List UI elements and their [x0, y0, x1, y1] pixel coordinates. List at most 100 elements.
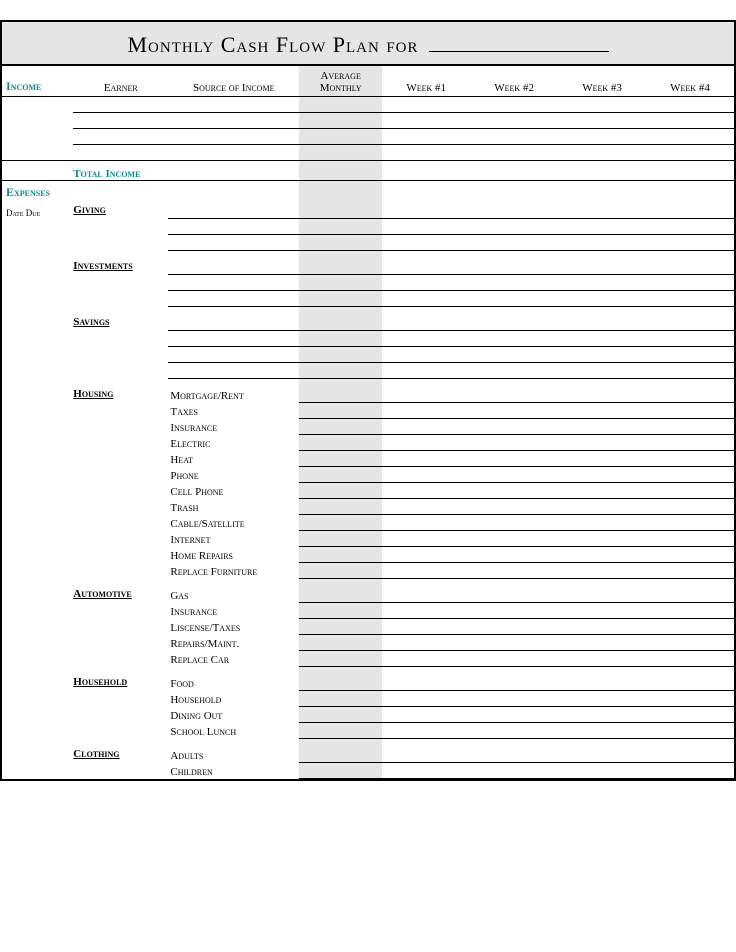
source-cell[interactable]: [168, 113, 299, 129]
date-due-cell[interactable]: [2, 346, 73, 362]
week1-cell[interactable]: [382, 634, 470, 650]
date-due-cell[interactable]: [2, 498, 73, 514]
week4-cell[interactable]: [646, 386, 734, 402]
week1-cell[interactable]: [382, 290, 470, 306]
avg-cell[interactable]: [299, 562, 382, 578]
week4-cell[interactable]: [646, 466, 734, 482]
week4-cell[interactable]: [646, 314, 734, 330]
avg-cell[interactable]: [299, 530, 382, 546]
date-due-cell[interactable]: [2, 330, 73, 346]
week2-cell[interactable]: [470, 690, 558, 706]
week4-cell[interactable]: [646, 562, 734, 578]
week1-cell[interactable]: [382, 650, 470, 666]
week3-cell[interactable]: [558, 290, 646, 306]
week4-cell[interactable]: [646, 234, 734, 250]
week1-cell[interactable]: [382, 618, 470, 634]
avg-cell[interactable]: [299, 450, 382, 466]
week1-cell[interactable]: [382, 466, 470, 482]
date-due-cell[interactable]: [2, 362, 73, 378]
week4-cell[interactable]: [646, 145, 734, 161]
week1-cell[interactable]: [382, 690, 470, 706]
week1-cell[interactable]: [382, 234, 470, 250]
week4-cell[interactable]: [646, 97, 734, 113]
week2-cell[interactable]: [470, 466, 558, 482]
week3-cell[interactable]: [558, 234, 646, 250]
date-due-cell[interactable]: [2, 586, 73, 602]
week2-cell[interactable]: [470, 602, 558, 618]
week1-cell[interactable]: [382, 586, 470, 602]
avg-cell[interactable]: [299, 674, 382, 690]
week4-cell[interactable]: [646, 202, 734, 218]
week1-cell[interactable]: [382, 514, 470, 530]
week3-cell[interactable]: [558, 466, 646, 482]
week3-cell[interactable]: [558, 97, 646, 113]
week2-cell[interactable]: [470, 97, 558, 113]
week2-cell[interactable]: [470, 762, 558, 778]
week4-cell[interactable]: [646, 129, 734, 145]
avg-cell[interactable]: [299, 482, 382, 498]
week2-cell[interactable]: [470, 113, 558, 129]
week3-cell[interactable]: [558, 330, 646, 346]
earner-cell[interactable]: [73, 129, 168, 145]
week1-cell[interactable]: [382, 746, 470, 762]
week3-cell[interactable]: [558, 722, 646, 738]
avg-cell[interactable]: [299, 746, 382, 762]
date-due-cell[interactable]: [2, 762, 73, 778]
week4-cell[interactable]: [646, 650, 734, 666]
week2-cell[interactable]: [470, 546, 558, 562]
date-due-cell[interactable]: [2, 218, 73, 234]
week2-cell[interactable]: [470, 234, 558, 250]
week1-cell[interactable]: [382, 530, 470, 546]
week1-cell[interactable]: [382, 330, 470, 346]
week4-cell[interactable]: [646, 690, 734, 706]
week4-cell[interactable]: [646, 258, 734, 274]
week1-cell[interactable]: [382, 450, 470, 466]
date-due-cell[interactable]: [2, 258, 73, 274]
week3-cell[interactable]: [558, 202, 646, 218]
earner-cell[interactable]: [73, 97, 168, 113]
date-due-cell[interactable]: [2, 562, 73, 578]
week2-cell[interactable]: [470, 586, 558, 602]
avg-cell[interactable]: [299, 113, 382, 129]
avg-cell[interactable]: [299, 690, 382, 706]
date-due-cell[interactable]: [2, 386, 73, 402]
date-due-cell[interactable]: [2, 618, 73, 634]
date-due-cell[interactable]: [2, 746, 73, 762]
week1-cell[interactable]: [382, 97, 470, 113]
week1-cell[interactable]: [382, 202, 470, 218]
week4-cell[interactable]: [646, 618, 734, 634]
week2-cell[interactable]: [470, 314, 558, 330]
week2-cell[interactable]: [470, 498, 558, 514]
week1-cell[interactable]: [382, 762, 470, 778]
week1-cell[interactable]: [382, 402, 470, 418]
week4-cell[interactable]: [646, 218, 734, 234]
week1-cell[interactable]: [382, 145, 470, 161]
week2-cell[interactable]: [470, 386, 558, 402]
week1-cell[interactable]: [382, 113, 470, 129]
week2-cell[interactable]: [470, 129, 558, 145]
week2-cell[interactable]: [470, 514, 558, 530]
week4-cell[interactable]: [646, 450, 734, 466]
week4-cell[interactable]: [646, 434, 734, 450]
avg-cell[interactable]: [299, 258, 382, 274]
week3-cell[interactable]: [558, 145, 646, 161]
week3-cell[interactable]: [558, 498, 646, 514]
week2-cell[interactable]: [470, 634, 558, 650]
week2-cell[interactable]: [470, 650, 558, 666]
date-due-cell[interactable]: [2, 434, 73, 450]
week2-cell[interactable]: [470, 274, 558, 290]
week4-cell[interactable]: [646, 722, 734, 738]
date-due-cell[interactable]: [2, 674, 73, 690]
avg-cell[interactable]: [299, 314, 382, 330]
week3-cell[interactable]: [558, 314, 646, 330]
avg-cell[interactable]: [299, 650, 382, 666]
week2-cell[interactable]: [470, 362, 558, 378]
week2-cell[interactable]: [470, 482, 558, 498]
week3-cell[interactable]: [558, 706, 646, 722]
date-due-cell[interactable]: [2, 290, 73, 306]
week4-cell[interactable]: [646, 274, 734, 290]
earner-cell[interactable]: [73, 113, 168, 129]
week1-cell[interactable]: [382, 674, 470, 690]
week4-cell[interactable]: [646, 290, 734, 306]
week4-cell[interactable]: [646, 674, 734, 690]
